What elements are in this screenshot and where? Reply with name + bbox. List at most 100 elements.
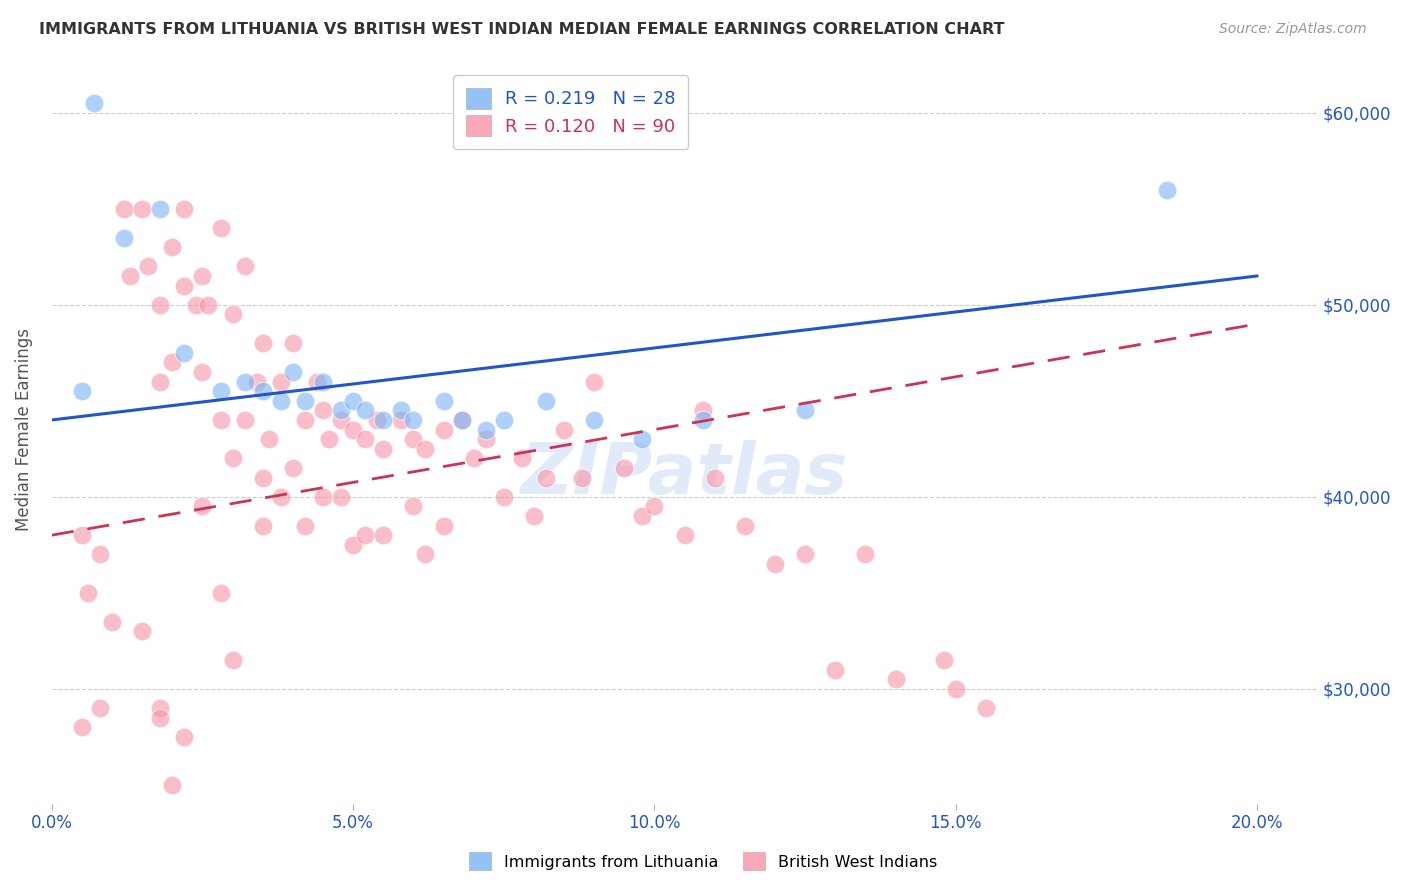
Point [77,586,100,600]
Point [824,663,846,677]
Point [70,384,93,399]
Point [373,442,395,456]
Point [252,336,274,351]
Point [583,375,606,389]
Point [70,720,93,734]
Point [173,278,195,293]
Point [252,518,274,533]
Point [162,240,184,254]
Point [89,547,111,561]
Point [884,672,907,686]
Point [342,538,364,552]
Point [294,518,316,533]
Point [1156,182,1178,196]
Point [794,547,817,561]
Point [162,355,184,369]
Point [252,470,274,484]
Y-axis label: Median Female Earnings: Median Female Earnings [15,328,32,531]
Point [281,336,304,351]
Point [492,413,515,427]
Point [510,451,533,466]
Text: IMMIGRANTS FROM LITHUANIA VS BRITISH WEST INDIAN MEDIAN FEMALE EARNINGS CORRELAT: IMMIGRANTS FROM LITHUANIA VS BRITISH WES… [39,22,1005,37]
Point [354,528,377,542]
Point [252,384,274,399]
Point [673,528,696,542]
Point [474,432,496,446]
Point [233,375,256,389]
Point [402,500,425,514]
Point [523,508,546,523]
Point [294,393,316,408]
Point [162,778,184,792]
Point [432,518,454,533]
Point [354,432,377,446]
Point [131,624,153,639]
Point [415,442,437,456]
Point [221,653,243,667]
Point [197,298,219,312]
Point [330,490,353,504]
Point [330,413,353,427]
Legend: R = 0.219   N = 28, R = 0.120   N = 90: R = 0.219 N = 28, R = 0.120 N = 90 [453,76,689,149]
Point [233,260,256,274]
Point [932,653,955,667]
Point [173,730,195,744]
Point [70,528,93,542]
Point [270,393,292,408]
Point [305,375,328,389]
Point [492,490,515,504]
Point [281,461,304,475]
Point [294,413,316,427]
Point [112,202,135,216]
Point [450,413,472,427]
Point [149,298,172,312]
Point [89,701,111,715]
Point [246,375,269,389]
Point [613,461,636,475]
Point [450,413,472,427]
Point [692,413,714,427]
Point [644,500,666,514]
Text: Source: ZipAtlas.com: Source: ZipAtlas.com [1219,22,1367,37]
Point [312,403,335,417]
Point [173,345,195,359]
Point [120,268,142,283]
Point [571,470,593,484]
Point [794,403,817,417]
Point [703,470,725,484]
Legend: Immigrants from Lithuania, British West Indians: Immigrants from Lithuania, British West … [463,846,943,877]
Point [149,202,172,216]
Point [318,432,340,446]
Point [342,393,364,408]
Point [734,518,756,533]
Point [583,413,606,427]
Point [221,451,243,466]
Point [101,615,124,629]
Point [149,375,172,389]
Point [692,403,714,417]
Point [389,413,412,427]
Point [83,96,105,111]
Point [415,547,437,561]
Point [945,681,967,696]
Point [366,413,388,427]
Point [173,202,195,216]
Point [149,710,172,724]
Point [270,490,292,504]
Point [136,260,159,274]
Point [312,375,335,389]
Text: ZIPatlas: ZIPatlas [522,440,848,509]
Point [463,451,485,466]
Point [974,701,997,715]
Point [763,557,786,571]
Point [553,423,575,437]
Point [855,547,877,561]
Point [257,432,280,446]
Point [432,423,454,437]
Point [191,500,214,514]
Point [373,528,395,542]
Point [281,365,304,379]
Point [342,423,364,437]
Point [312,490,335,504]
Point [149,701,172,715]
